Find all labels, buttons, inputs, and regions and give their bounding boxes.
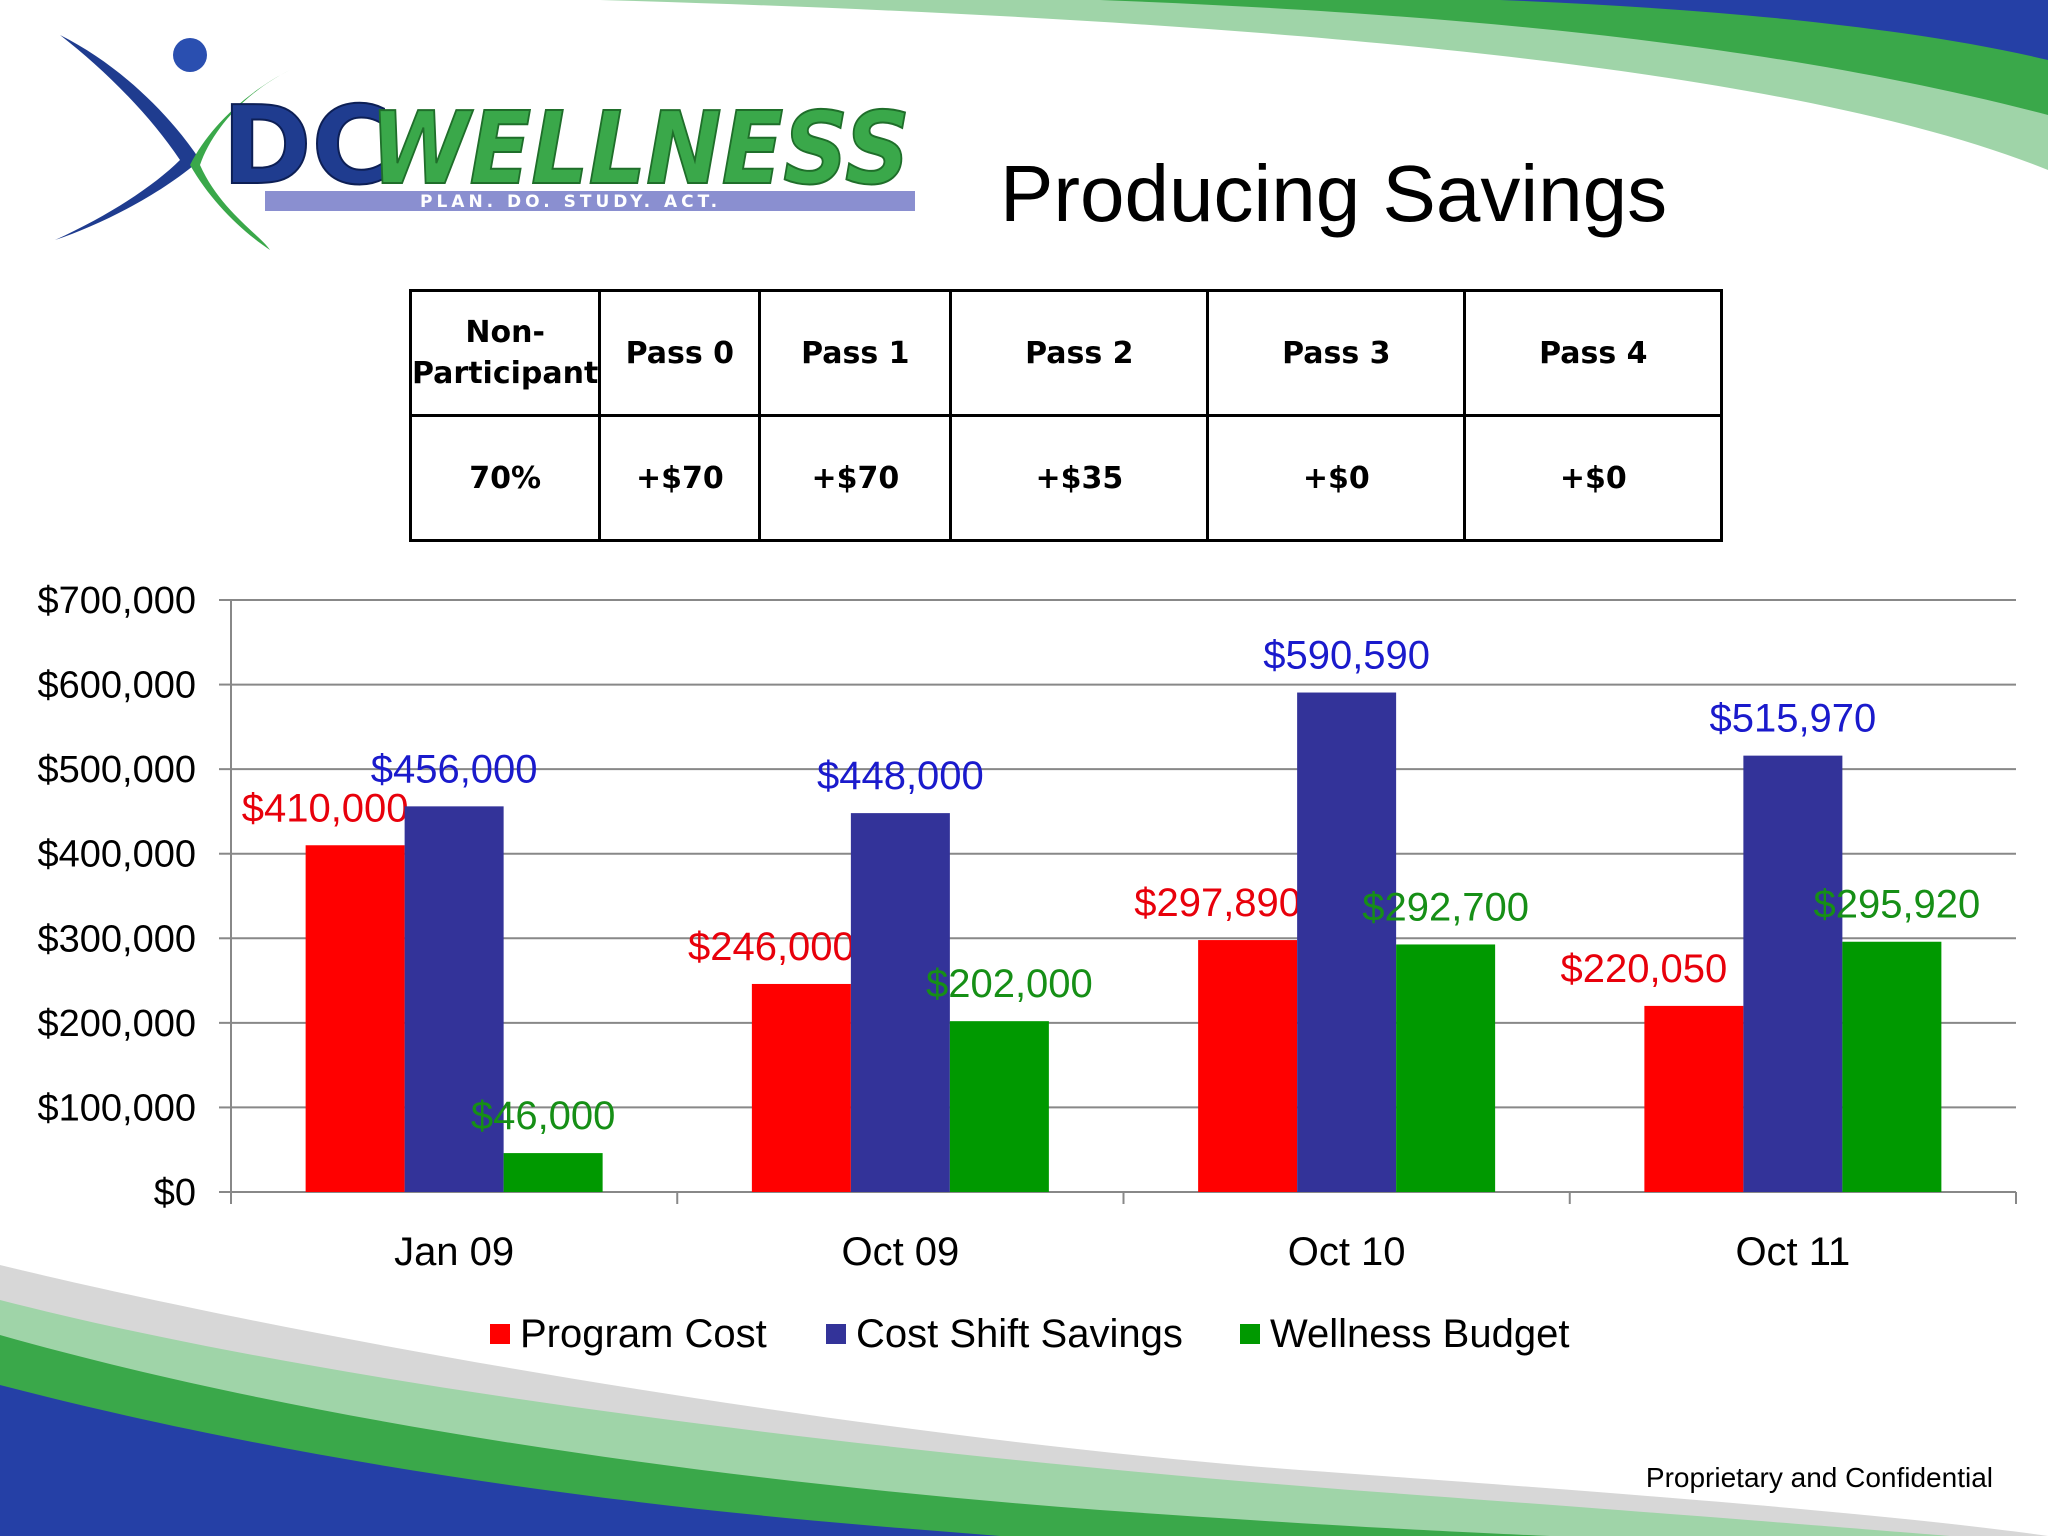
y-tick-label: $700,000 bbox=[38, 580, 197, 622]
data-label: $246,000 bbox=[688, 925, 855, 969]
data-label: $202,000 bbox=[926, 962, 1093, 1006]
y-tick-label: $500,000 bbox=[38, 749, 197, 791]
data-label: $292,700 bbox=[1362, 885, 1529, 929]
data-label: $295,920 bbox=[1813, 883, 1980, 927]
table-value-row: 70% +$70 +$70 +$35 +$0 +$0 bbox=[408, 414, 1724, 542]
bar-cost-shift-savings bbox=[404, 806, 504, 1192]
logo-tagline-bar bbox=[265, 191, 915, 211]
table-value-cell: +$0 bbox=[1206, 414, 1467, 542]
y-tick-label: $100,000 bbox=[38, 1087, 197, 1129]
bar-cost-shift-savings bbox=[1743, 755, 1843, 1192]
table-value-cell: +$70 bbox=[758, 414, 953, 542]
bar-wellness-budget bbox=[503, 1153, 603, 1192]
y-tick-label: $400,000 bbox=[38, 834, 197, 876]
bar-wellness-budget bbox=[949, 1021, 1049, 1192]
data-label: $46,000 bbox=[471, 1094, 616, 1138]
data-label: $410,000 bbox=[242, 786, 409, 830]
table-header-cell: Pass 2 bbox=[949, 289, 1210, 417]
table-value-cell: +$70 bbox=[598, 414, 762, 542]
x-tick-label: Oct 10 bbox=[1288, 1230, 1406, 1274]
bar-program-cost bbox=[1198, 940, 1298, 1192]
bar-program-cost bbox=[305, 845, 405, 1192]
x-tick-label: Jan 09 bbox=[394, 1230, 514, 1274]
logo-figure-head bbox=[173, 38, 207, 72]
bar-cost-shift-savings bbox=[1297, 692, 1397, 1192]
data-label: $590,590 bbox=[1263, 634, 1430, 678]
table-value-cell: +$35 bbox=[949, 414, 1210, 542]
bar-wellness-budget bbox=[1842, 941, 1942, 1192]
bar-program-cost bbox=[1644, 1005, 1744, 1192]
slide-title: Producing Savings bbox=[1000, 149, 1668, 238]
data-label: $515,970 bbox=[1709, 697, 1876, 741]
table-header-cell: Non- Participant bbox=[408, 289, 602, 417]
x-tick-label: Oct 11 bbox=[1735, 1230, 1850, 1274]
table-header-row: Non- Participant Pass 0 Pass 1 Pass 2 Pa… bbox=[408, 289, 1724, 417]
legend-label: Program Cost bbox=[520, 1312, 767, 1356]
y-tick-label: $300,000 bbox=[38, 918, 197, 960]
top-swoosh-green bbox=[1100, 0, 2048, 115]
bottom-swoosh-blue bbox=[0, 1385, 1000, 1536]
bar-wellness-budget bbox=[1396, 944, 1496, 1192]
logo-tagline: PLAN. DO. STUDY. ACT. bbox=[420, 192, 721, 212]
table-header-cell: Pass 4 bbox=[1463, 289, 1724, 417]
dc-wellness-logo: DC WELLNESS PLAN. DO. STUDY. ACT. bbox=[55, 35, 915, 250]
footer-confidential: Proprietary and Confidential bbox=[1645, 1462, 1993, 1493]
legend-swatch bbox=[1240, 1324, 1260, 1344]
data-label: $448,000 bbox=[817, 754, 984, 798]
table-header-cell: Pass 3 bbox=[1206, 289, 1467, 417]
legend-swatch bbox=[490, 1324, 510, 1344]
table-header-cell: Pass 1 bbox=[758, 289, 953, 417]
table-header-cell: Pass 0 bbox=[598, 289, 762, 417]
bar-cost-shift-savings bbox=[850, 813, 950, 1192]
logo-brand-dc: DC bbox=[222, 84, 391, 209]
header-line: Participant bbox=[412, 356, 599, 391]
data-label: $220,050 bbox=[1560, 947, 1727, 991]
table-value-cell: 70% bbox=[408, 414, 602, 542]
x-tick-label: Oct 09 bbox=[841, 1230, 959, 1274]
data-label: $297,890 bbox=[1134, 881, 1301, 925]
data-label: $456,000 bbox=[371, 747, 538, 791]
top-swoosh-blue bbox=[1500, 0, 2048, 60]
savings-bar-chart: $0 $100,000 $200,000 $300,000 $400,000 $500,0… bbox=[38, 580, 2017, 1356]
bar-program-cost bbox=[751, 983, 851, 1192]
legend-label: Wellness Budget bbox=[1270, 1312, 1569, 1356]
legend-label: Cost Shift Savings bbox=[856, 1312, 1183, 1356]
header-line: Non- bbox=[465, 315, 545, 350]
legend-swatch bbox=[826, 1324, 846, 1344]
y-tick-label: $0 bbox=[154, 1172, 196, 1214]
table-value-cell: +$0 bbox=[1463, 414, 1724, 542]
pass-incentive-table: Non- Participant Pass 0 Pass 1 Pass 2 Pa… bbox=[408, 289, 1724, 542]
logo-figure-swoosh-blue bbox=[55, 35, 200, 240]
y-tick-label: $200,000 bbox=[38, 1003, 197, 1045]
logo-brand-wellness: WELLNESS bbox=[370, 90, 910, 207]
y-tick-label: $600,000 bbox=[38, 665, 197, 707]
